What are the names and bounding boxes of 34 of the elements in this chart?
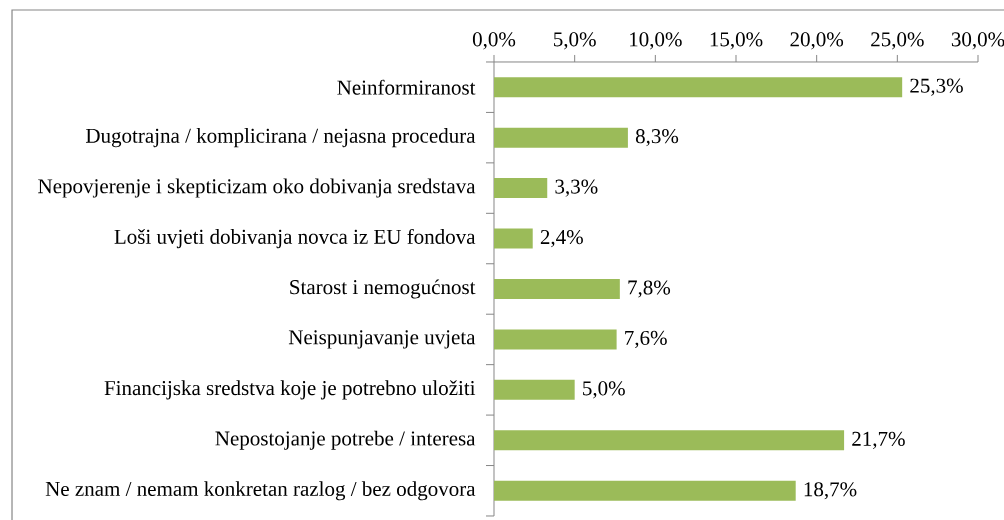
data-label: 25,3%: [910, 78, 963, 96]
bar: [494, 278, 620, 299]
y-tick-label: Neispunjavanje uvjeta: [288, 330, 476, 349]
x-tick-label: 25,0%: [871, 32, 924, 50]
data-label: 5,0%: [583, 381, 625, 399]
bar: [494, 329, 617, 350]
x-tick-label: 0,0%: [472, 32, 516, 50]
data-label: 2,4%: [540, 229, 583, 248]
bar: [494, 228, 533, 249]
data-label: 3,3%: [555, 179, 598, 197]
y-tick-label: Loši uvjeti dobivanja novca iz EU fondova: [114, 228, 476, 249]
x-tick-label: 30,0%: [951, 32, 1004, 50]
bar: [494, 430, 845, 451]
data-label: 21,7%: [852, 431, 905, 449]
y-tick-label: Financijska sredstva koje je potrebno uložiti: [104, 380, 476, 400]
y-tick-label: Ne znam / nemam konkretan razlog / bez odgovora: [45, 481, 476, 501]
bar: [494, 379, 575, 400]
bar: [494, 127, 628, 148]
bar: [494, 77, 903, 98]
x-tick-label: 20,0%: [790, 32, 844, 50]
y-tick-label: Neinformiranost: [337, 79, 476, 95]
y-tick-label: Nepovjerenje i skepticizam oko dobivanja sredstava: [38, 178, 476, 198]
x-tick-label: 15,0%: [710, 32, 763, 50]
x-tick-label: 10,0%: [630, 32, 682, 50]
bar: [494, 480, 796, 501]
y-tick-label: Nepostojanje potrebe / interesa: [215, 430, 476, 450]
data-label: 7,6%: [625, 330, 667, 349]
x-tick-label: 5,0%: [554, 32, 596, 50]
data-label: 18,7%: [804, 482, 857, 500]
bar: [494, 178, 548, 199]
y-tick-label: Dugotrajna / komplicirana / nejasna procedura: [85, 128, 476, 148]
data-label: 7,8%: [628, 280, 671, 298]
data-label: 8,3%: [635, 129, 679, 147]
y-tick-label: Starost i nemogućnost: [290, 279, 476, 299]
